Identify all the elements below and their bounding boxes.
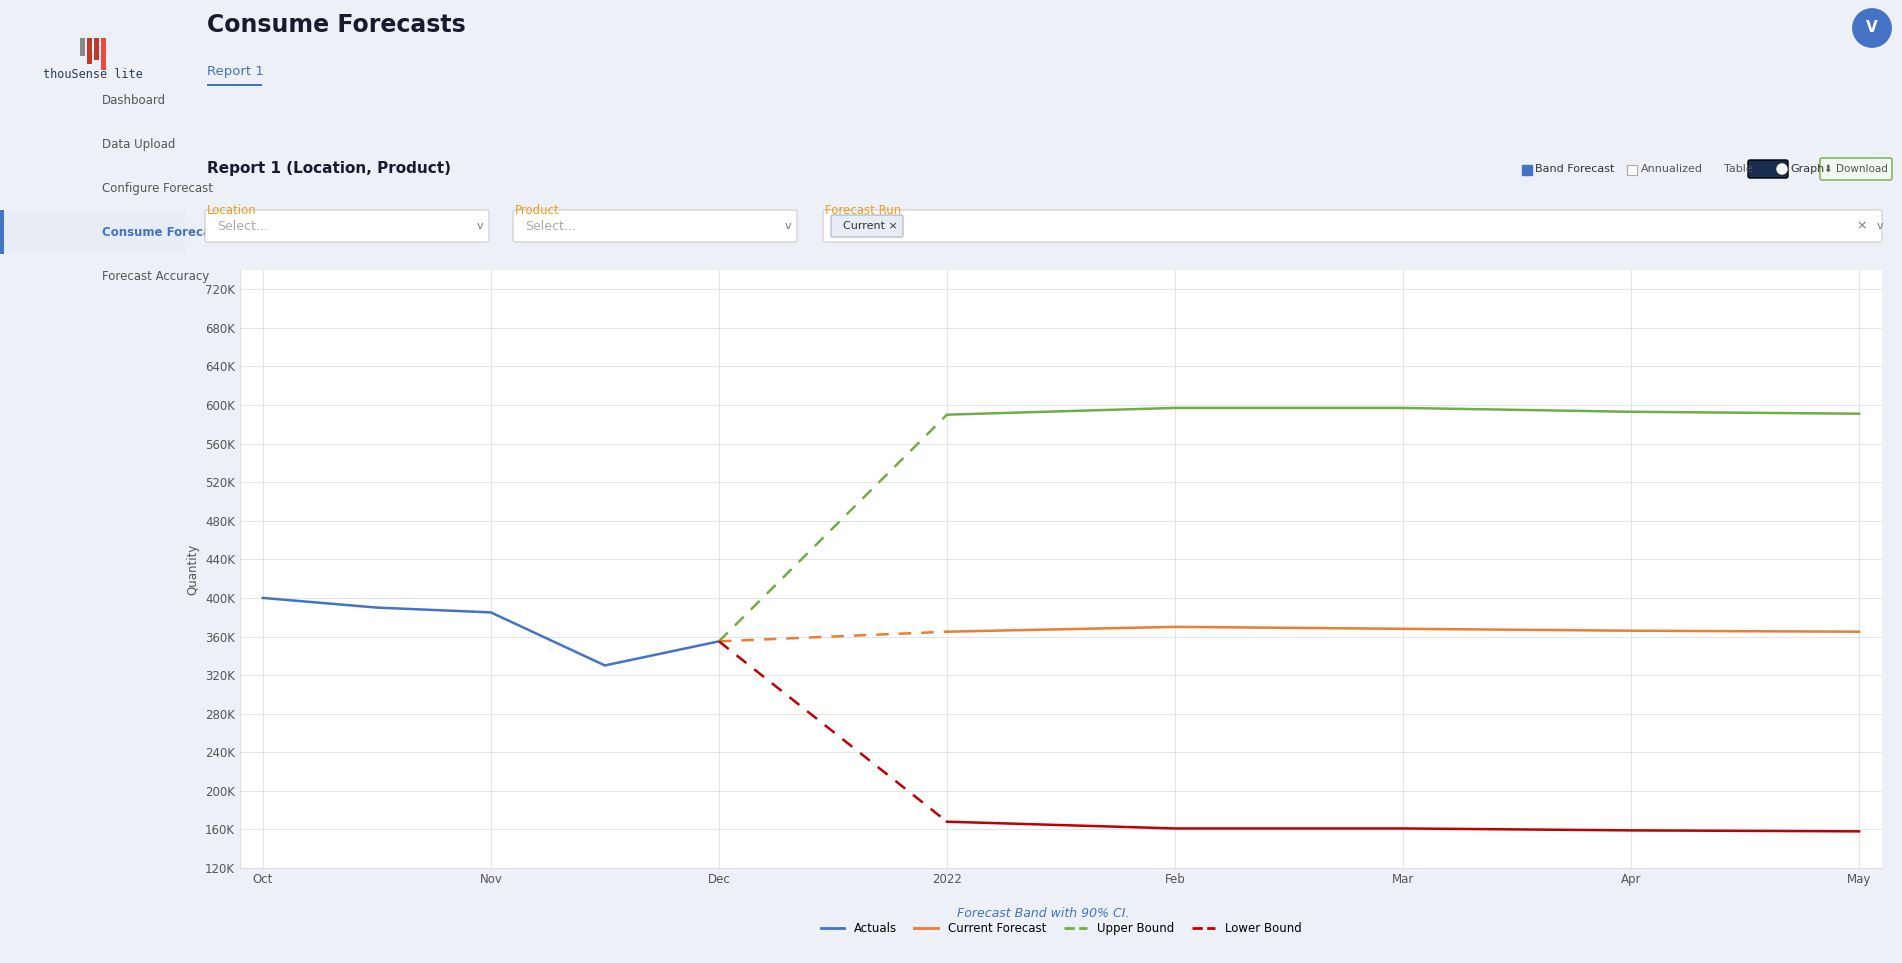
Bar — [80, 38, 84, 56]
Text: Graph: Graph — [1790, 164, 1824, 174]
FancyBboxPatch shape — [205, 210, 489, 242]
FancyBboxPatch shape — [824, 210, 1881, 242]
Bar — [86, 38, 91, 64]
FancyBboxPatch shape — [831, 215, 903, 237]
Text: Configure Forecast: Configure Forecast — [101, 181, 213, 195]
Y-axis label: Quantity: Quantity — [186, 543, 200, 595]
Text: Dashboard: Dashboard — [101, 93, 165, 107]
Text: thouSense lite: thouSense lite — [42, 68, 143, 81]
Legend: Actuals, Current Forecast, Upper Bound, Lower Bound: Actuals, Current Forecast, Upper Bound, … — [816, 918, 1307, 940]
Text: Report 1 (Location, Product): Report 1 (Location, Product) — [207, 161, 451, 175]
Text: Location: Location — [207, 203, 257, 217]
Bar — [101, 38, 105, 70]
Text: Forecast Band with 90% CI.: Forecast Band with 90% CI. — [957, 906, 1130, 920]
Text: Consume Forecasts: Consume Forecasts — [207, 13, 466, 37]
Bar — [1626, 165, 1638, 175]
Circle shape — [1853, 9, 1891, 47]
Text: Current ×: Current × — [843, 221, 898, 231]
Bar — [1522, 165, 1531, 175]
Circle shape — [1776, 164, 1788, 174]
Text: v: v — [477, 221, 483, 231]
Text: v: v — [1877, 221, 1883, 231]
FancyBboxPatch shape — [1748, 160, 1788, 178]
Text: ⬇ Download: ⬇ Download — [1824, 164, 1889, 174]
Bar — [0, 210, 4, 254]
Bar — [0, 210, 184, 254]
Text: ×: × — [1856, 220, 1868, 232]
Text: Select...: Select... — [525, 220, 576, 232]
Text: Band Forecast: Band Forecast — [1535, 164, 1615, 174]
Text: Forecast Accuracy: Forecast Accuracy — [101, 270, 209, 282]
Text: Report 1: Report 1 — [207, 65, 264, 79]
Text: Consume Forecast: Consume Forecast — [101, 225, 223, 239]
Bar — [93, 38, 99, 60]
Text: Data Upload: Data Upload — [101, 138, 175, 150]
Text: Forecast Run: Forecast Run — [825, 203, 902, 217]
Text: Annualized: Annualized — [1641, 164, 1702, 174]
Text: V: V — [1866, 20, 1877, 36]
Text: Select...: Select... — [217, 220, 268, 232]
Text: Table: Table — [1723, 164, 1754, 174]
Text: v: v — [786, 221, 791, 231]
Bar — [207, 84, 262, 86]
Text: Product: Product — [515, 203, 559, 217]
FancyBboxPatch shape — [1820, 158, 1892, 180]
FancyBboxPatch shape — [514, 210, 797, 242]
